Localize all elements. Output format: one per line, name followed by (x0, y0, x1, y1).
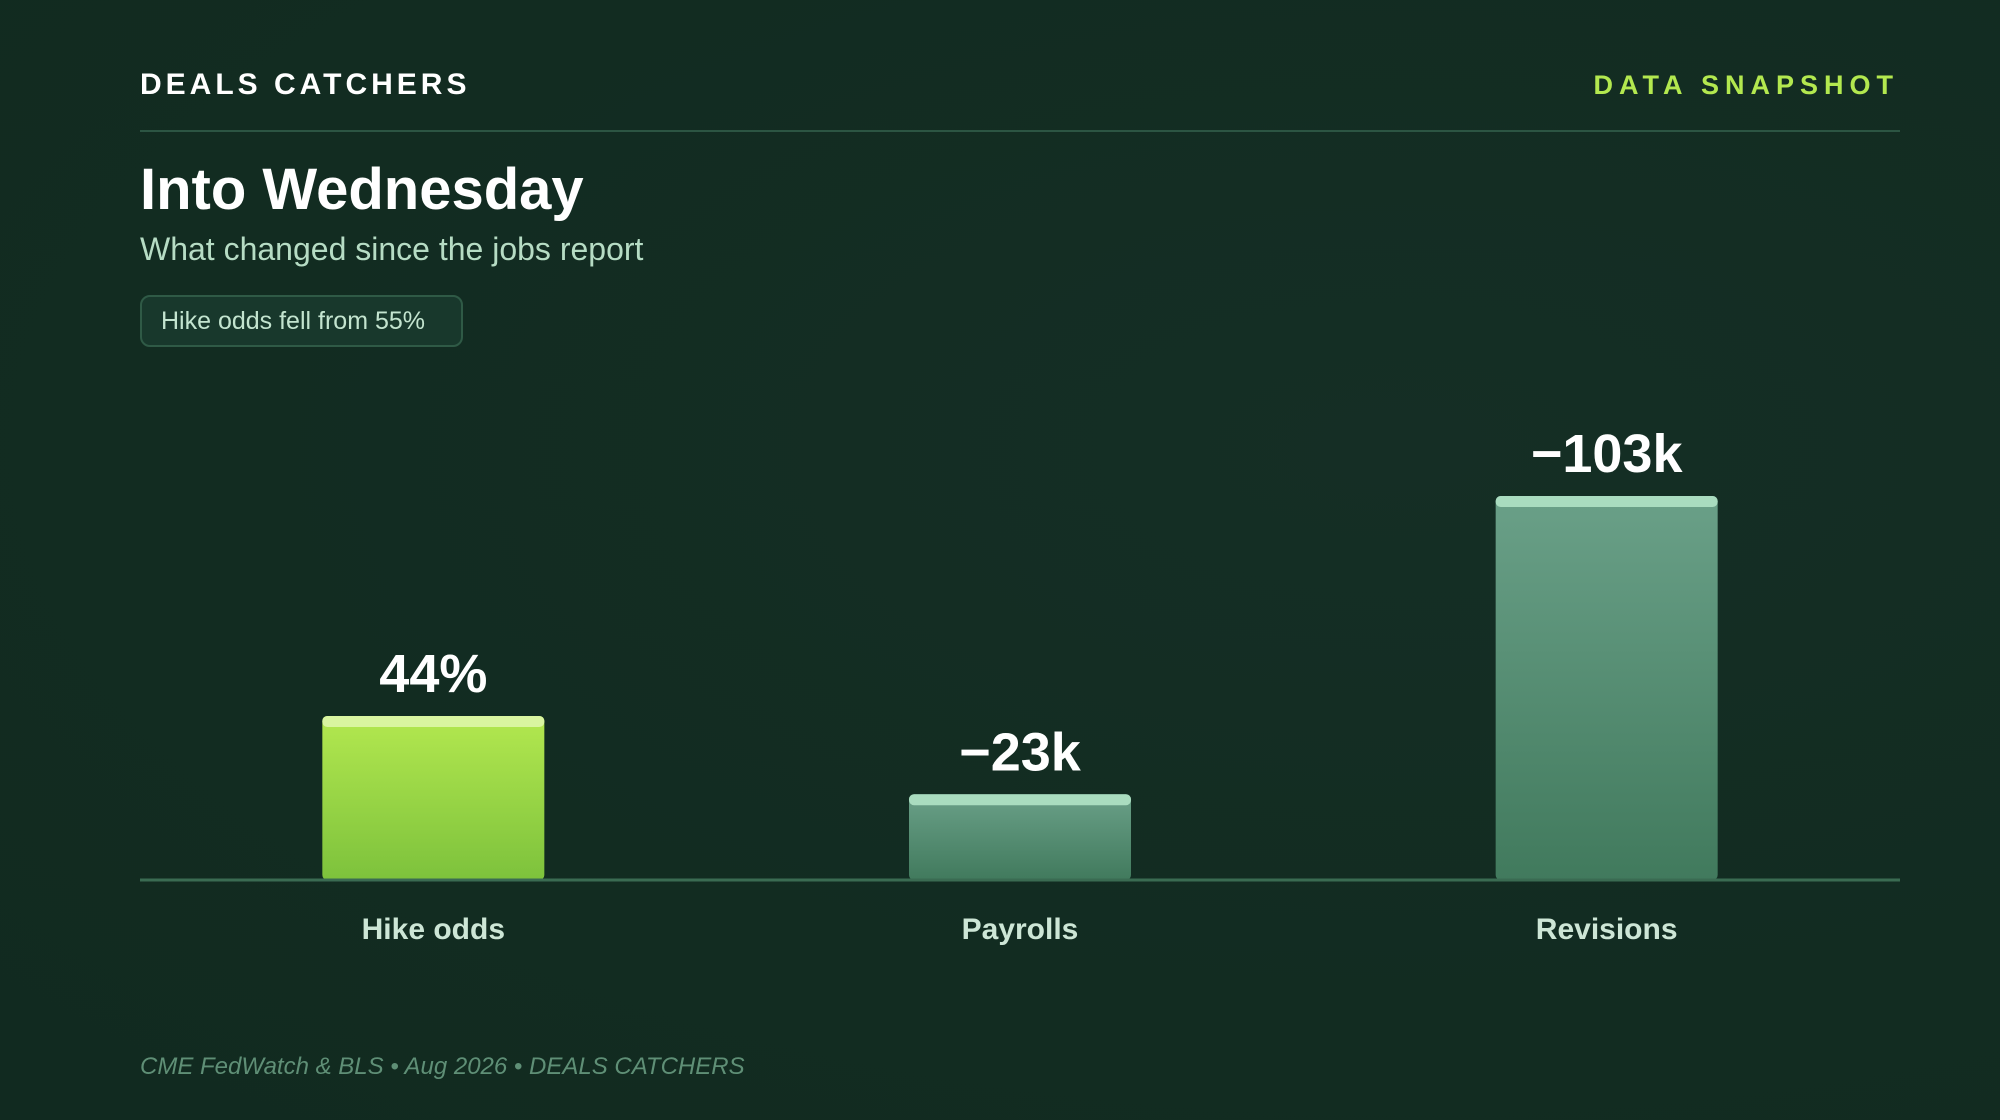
value-label-payrolls: −23k (959, 722, 1082, 782)
category-label-hike-odds: Hike odds (362, 913, 505, 946)
category-label-revisions: Revisions (1536, 913, 1678, 946)
header-divider (140, 130, 1900, 132)
data-snapshot-label: DATA SNAPSHOT (1593, 70, 1899, 100)
bar-cap-payrolls (909, 794, 1131, 806)
chart-subtitle: What changed since the jobs report (140, 231, 644, 267)
chart-title: Into Wednesday (140, 157, 584, 222)
bar-revisions (1495, 496, 1718, 880)
bar-cap-revisions (1495, 496, 1718, 507)
value-label-hike-odds: 44% (379, 644, 487, 704)
bar-hike-odds (322, 715, 545, 880)
category-label-payrolls: Payrolls (962, 913, 1079, 946)
bars-group (322, 496, 1718, 880)
labels-group: 44% Hike odds −23k Payrolls −103k Revisions (362, 424, 1684, 946)
value-label-revisions: −103k (1531, 424, 1684, 484)
bar-payrolls (909, 794, 1131, 880)
bar-cap-hike-odds (322, 715, 545, 727)
annotation-pill: Hike odds fell from 55% (140, 295, 464, 347)
source-footnote: CME FedWatch & BLS • Aug 2026 • DEALS CA… (140, 1053, 745, 1080)
brand-name: DEALS CATCHERS (140, 68, 471, 101)
